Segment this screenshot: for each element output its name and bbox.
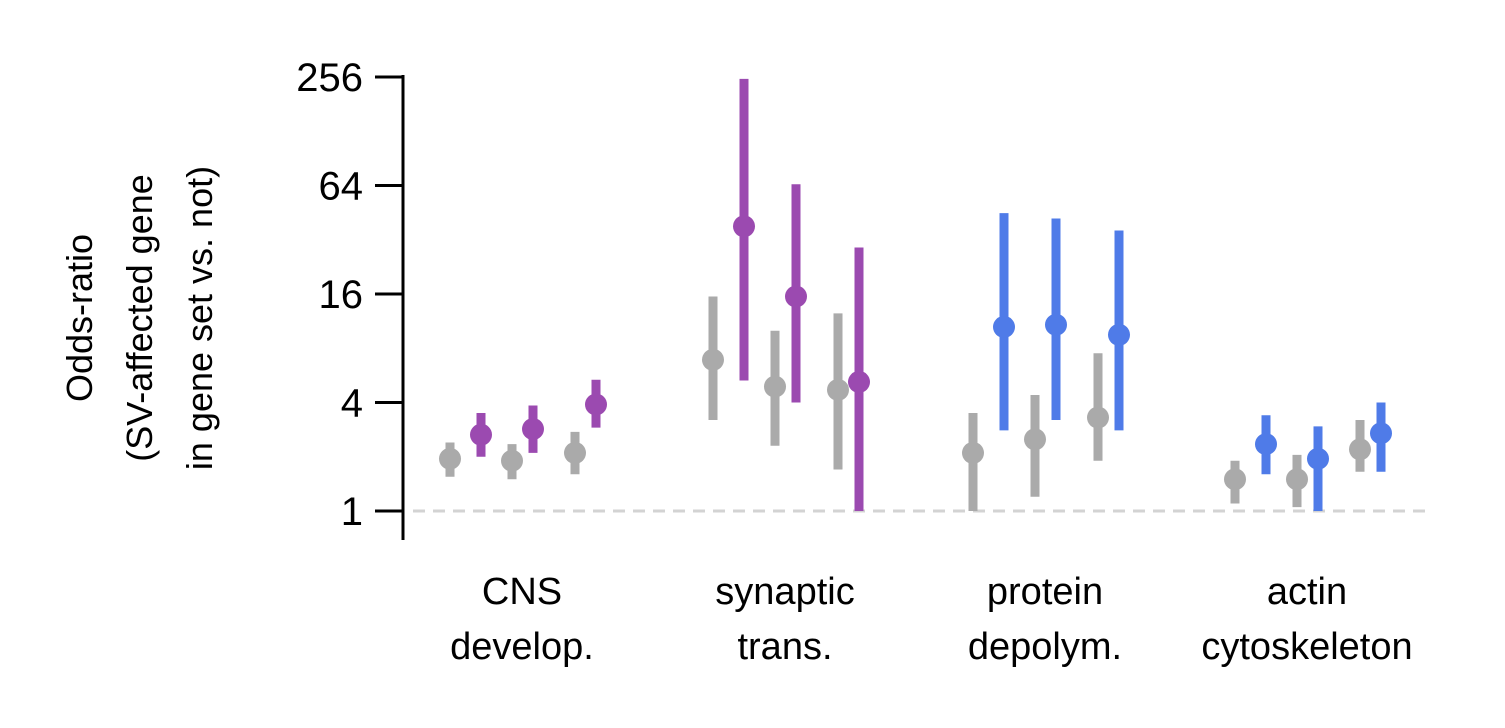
- data-point: [785, 285, 807, 308]
- data-point: [1307, 447, 1329, 470]
- data-point: [827, 378, 849, 401]
- data-points: [439, 78, 1392, 511]
- data-point: [1224, 468, 1246, 491]
- data-point: [702, 348, 724, 371]
- y-axis-label-line: in gene set vs. not): [179, 166, 220, 470]
- category-label: depolym.: [968, 626, 1122, 668]
- data-point: [1370, 422, 1392, 445]
- y-tick-label: 256: [296, 56, 363, 100]
- category-group: [1224, 402, 1392, 511]
- data-point: [848, 370, 870, 393]
- data-point: [1024, 428, 1046, 451]
- y-axis-label-line: (SV-affected gene: [119, 174, 160, 462]
- category-label: develop.: [450, 626, 594, 668]
- data-point: [439, 447, 461, 470]
- data-point: [501, 449, 523, 472]
- category-label: synaptic: [715, 571, 854, 613]
- y-tick-label: 4: [341, 382, 363, 426]
- category-group: [439, 379, 607, 480]
- y-tick-label: 16: [319, 273, 364, 317]
- data-point: [1255, 433, 1277, 456]
- data-point: [470, 423, 492, 446]
- y-axis-label: Odds-ratio (SV-affected gene in gene set v…: [59, 166, 220, 470]
- data-point: [1087, 406, 1109, 429]
- data-point: [962, 441, 984, 464]
- data-point: [1108, 323, 1130, 346]
- y-tick-label: 1: [341, 490, 363, 534]
- data-point: [585, 393, 607, 416]
- y-tick-label: 64: [319, 165, 364, 209]
- data-point: [1349, 438, 1371, 461]
- category-label: actin: [1267, 571, 1347, 613]
- data-point: [993, 315, 1015, 338]
- data-point: [564, 441, 586, 464]
- y-axis-label-line: Odds-ratio: [59, 234, 100, 402]
- category-label: trans.: [737, 626, 832, 668]
- data-point: [1286, 468, 1308, 491]
- category-group: [962, 213, 1130, 511]
- y-axis: 1 4 16 64 256: [296, 56, 405, 540]
- data-point: [1045, 313, 1067, 336]
- category-label: cytoskeleton: [1201, 626, 1412, 668]
- category-label: protein: [987, 571, 1103, 613]
- data-point: [764, 375, 786, 398]
- data-point: [522, 418, 544, 441]
- category-group: [702, 78, 870, 511]
- category-label: CNS: [482, 571, 562, 613]
- category-labels: CNS develop. synaptic trans. protein depolym.…: [450, 571, 1412, 668]
- data-point: [733, 215, 755, 238]
